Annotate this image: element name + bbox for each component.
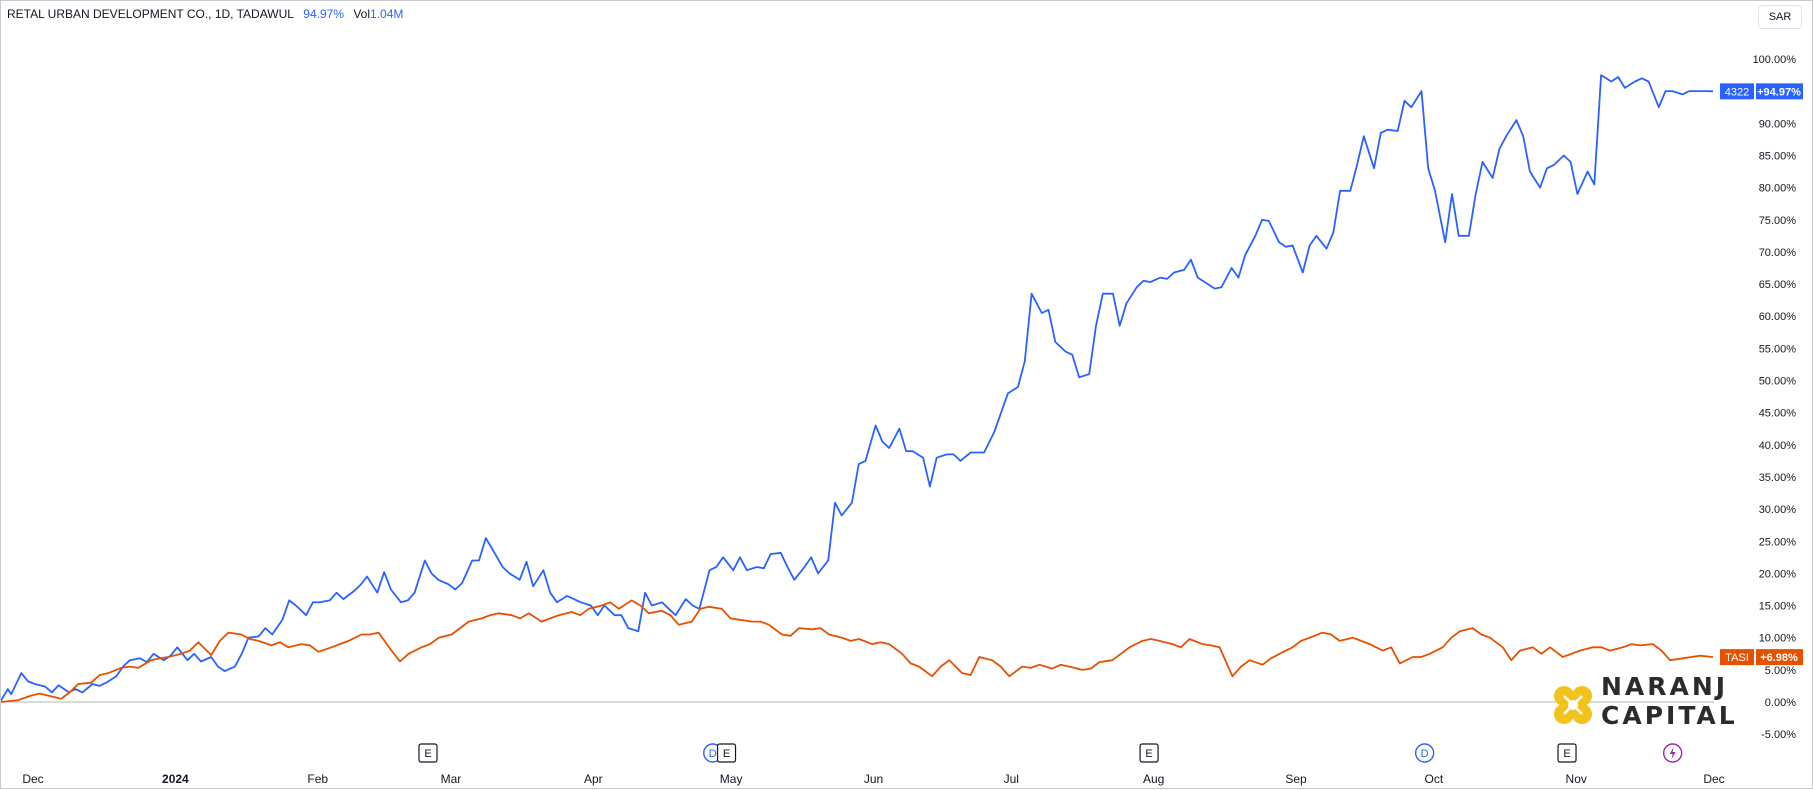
x-tick-label: Oct: [1424, 772, 1443, 786]
earnings-marker: [418, 743, 438, 763]
y-tick-label: 30.00%: [1759, 504, 1797, 516]
series-last-value-box: [1756, 649, 1803, 666]
y-tick-label: -5.00%: [1761, 729, 1796, 741]
y-tick-label: 0.00%: [1765, 697, 1796, 709]
y-tick-label: 15.00%: [1759, 601, 1797, 613]
x-tick-label: Mar: [441, 772, 462, 786]
logo-line1: NARANJ: [1601, 672, 1729, 701]
x-tick-label: Sep: [1285, 772, 1307, 786]
y-tick-label: 85.00%: [1759, 150, 1797, 162]
change-percent: 94.97%: [303, 7, 344, 21]
y-tick-label: 35.00%: [1759, 472, 1797, 484]
x-tick-label: Jun: [864, 772, 883, 786]
volume-label: Vol: [353, 7, 371, 21]
x-tick-label: 2024: [162, 772, 189, 786]
series-badge-text: TASI: [1725, 652, 1749, 664]
earnings-marker: [1557, 743, 1577, 763]
series-last-value: +94.97%: [1757, 86, 1801, 98]
y-tick-label: 70.00%: [1759, 247, 1797, 259]
x-tick-label: Apr: [584, 772, 603, 786]
y-tick-label: 90.00%: [1759, 118, 1797, 130]
series-line-4322: [1, 74, 1714, 702]
x-tick-label: Jul: [1004, 772, 1019, 786]
series-badge-4322: [1720, 83, 1754, 100]
earnings-marker-label: E: [723, 748, 730, 760]
series-line-tasi: [1, 599, 1714, 703]
x-tick-label: May: [720, 772, 743, 786]
dividend-marker-label: D: [709, 748, 717, 760]
volume-value: 1.04M: [370, 7, 404, 21]
y-tick-label: 75.00%: [1759, 215, 1797, 227]
dividend-marker: [1414, 743, 1435, 763]
y-tick-label: 40.00%: [1759, 440, 1797, 452]
y-tick-label: 60.00%: [1759, 311, 1797, 323]
symbol-title[interactable]: RETAL URBAN DEVELOPMENT CO., 1D, TADAWUL: [7, 7, 294, 21]
earnings-marker: [716, 743, 737, 763]
y-tick-label: 25.00%: [1759, 536, 1797, 548]
series-badge-text: 4322: [1725, 86, 1749, 98]
x-tick-label: Feb: [307, 772, 328, 786]
x-tick-label: Dec: [1703, 772, 1724, 786]
y-tick-label: 100.00%: [1753, 54, 1797, 66]
series-last-value-box: [1756, 83, 1803, 100]
brand-logo: NARANJ CAPITAL: [1549, 673, 1739, 733]
series-last-value: +6.98%: [1760, 652, 1798, 664]
earnings-marker-label: E: [1563, 748, 1570, 760]
logo-mark-icon: [1554, 686, 1592, 724]
y-tick-label: 5.00%: [1765, 665, 1796, 677]
y-tick-label: 10.00%: [1759, 633, 1797, 645]
earnings-marker-label: E: [424, 748, 431, 760]
series-badge-tasi: [1720, 649, 1754, 666]
y-tick-label: 55.00%: [1759, 343, 1797, 355]
y-tick-label: 80.00%: [1759, 183, 1797, 195]
y-tick-label: 45.00%: [1759, 408, 1797, 420]
dividend-marker-label: D: [1421, 748, 1429, 760]
chart-header: RETAL URBAN DEVELOPMENT CO., 1D, TADAWUL…: [7, 7, 409, 21]
x-tick-label: Nov: [1566, 772, 1587, 786]
currency-button[interactable]: SAR: [1758, 5, 1802, 29]
logo-line2: CAPITAL: [1601, 701, 1738, 730]
earnings-marker: [1139, 743, 1159, 763]
x-tick-label: Aug: [1143, 772, 1164, 786]
y-tick-label: 65.00%: [1759, 279, 1797, 291]
y-tick-label: 20.00%: [1759, 568, 1797, 580]
lightning-icon: [1669, 747, 1676, 759]
earnings-marker-label: E: [1145, 748, 1152, 760]
x-tick-label: Dec: [22, 772, 43, 786]
y-tick-label: 50.00%: [1759, 376, 1797, 388]
